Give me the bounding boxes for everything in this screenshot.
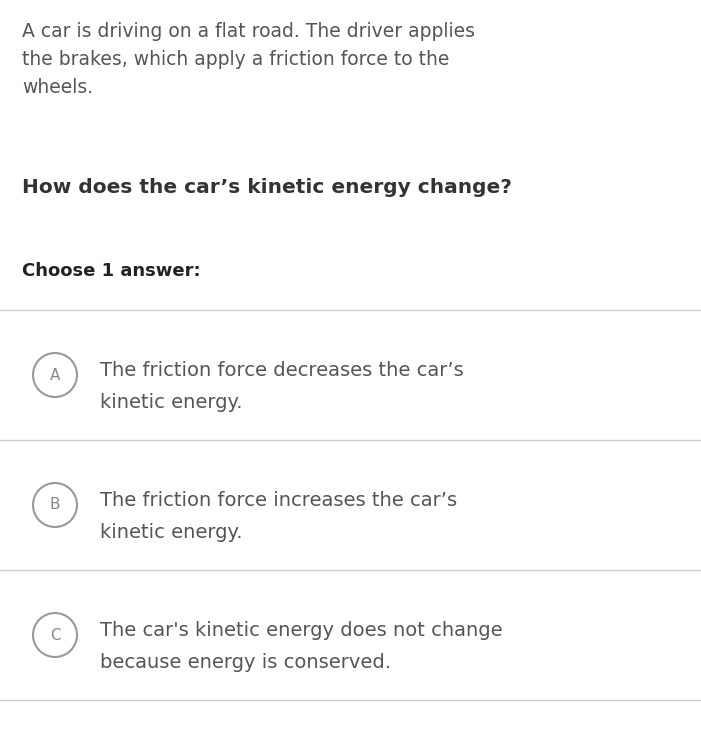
Text: kinetic energy.: kinetic energy. (100, 523, 243, 542)
Text: C: C (50, 627, 60, 642)
Text: A car is driving on a flat road. The driver applies
the brakes, which apply a fr: A car is driving on a flat road. The dri… (22, 22, 475, 97)
Text: kinetic energy.: kinetic energy. (100, 393, 243, 412)
Text: A: A (50, 367, 60, 383)
Text: because energy is conserved.: because energy is conserved. (100, 653, 391, 672)
Text: How does the car’s kinetic energy change?: How does the car’s kinetic energy change… (22, 178, 512, 197)
Text: B: B (50, 498, 60, 513)
Text: Choose 1 answer:: Choose 1 answer: (22, 262, 200, 280)
Text: The friction force decreases the car’s: The friction force decreases the car’s (100, 361, 464, 380)
Text: The friction force increases the car’s: The friction force increases the car’s (100, 491, 457, 510)
Text: The car's kinetic energy does not change: The car's kinetic energy does not change (100, 621, 503, 640)
